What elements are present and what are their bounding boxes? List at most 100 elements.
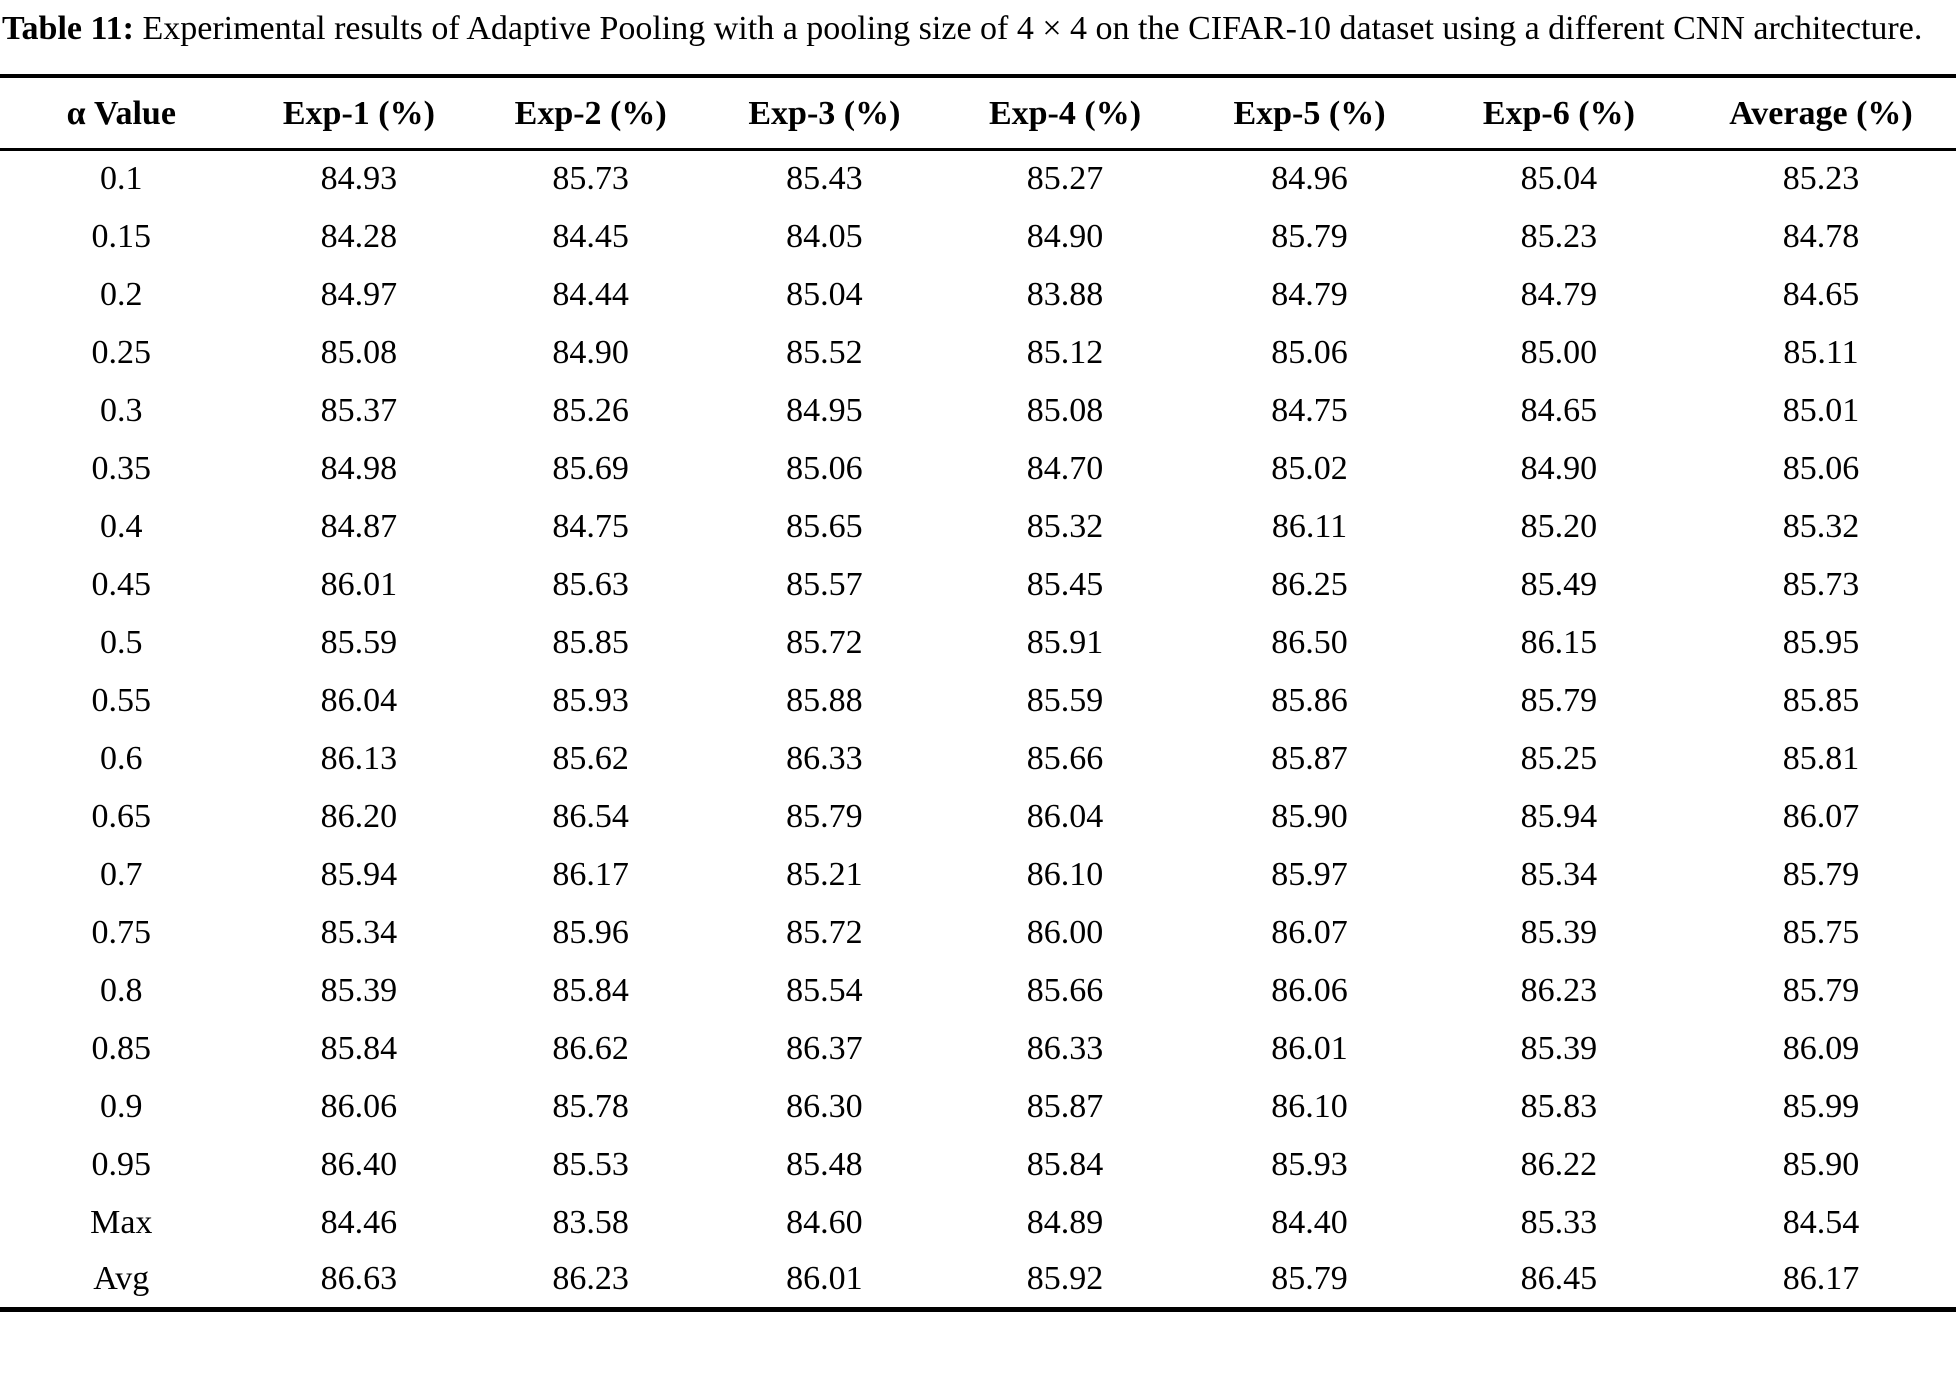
header-row: α Value Exp-1 (%) Exp-2 (%) Exp-3 (%) Ex…: [0, 76, 1956, 150]
alpha-value-cell: 0.95: [91, 1145, 152, 1183]
result-cell: 84.60: [786, 1203, 863, 1241]
result-cell: 84.44: [552, 275, 629, 313]
result-cell: 84.75: [1271, 391, 1348, 429]
result-cell: 85.49: [1520, 565, 1598, 603]
result-cell: 85.57: [786, 565, 863, 603]
result-cell: 86.06: [1271, 971, 1348, 1009]
result-cell: 85.00: [1520, 333, 1598, 371]
column-header-exp-6: Exp-6 (%): [1482, 95, 1635, 132]
result-cell: 86.62: [552, 1029, 629, 1067]
result-cell: 84.65: [1782, 275, 1860, 313]
table-caption-text: Experimental results of Adaptive Pooling…: [142, 10, 1923, 47]
result-cell: 85.69: [552, 449, 629, 487]
result-cell: 85.95: [1782, 623, 1860, 661]
result-cell: 86.45: [1520, 1260, 1598, 1298]
result-cell: 85.85: [1782, 681, 1860, 719]
result-cell: 84.90: [1520, 449, 1598, 487]
result-cell: 85.45: [1026, 565, 1104, 603]
result-cell: 86.63: [320, 1260, 398, 1298]
alpha-value-cell: 0.25: [91, 333, 152, 371]
alpha-value-cell: 0.7: [100, 855, 143, 893]
result-cell: 85.20: [1520, 507, 1598, 545]
result-cell: 85.87: [1026, 1087, 1104, 1125]
result-cell: 84.96: [1271, 160, 1348, 198]
table-row: 0.9 86.06 85.78 86.30 85.87 86.10 85.83 85.99: [0, 1078, 1956, 1136]
result-cell: 85.73: [1782, 565, 1860, 603]
result-cell: 84.78: [1782, 217, 1860, 255]
result-cell: 86.33: [786, 739, 863, 777]
table-body: 0.1 84.93 85.73 85.43 85.27 84.96 85.04 85.23 0.…: [0, 150, 1956, 1310]
result-cell: 85.93: [552, 681, 629, 719]
result-cell: 85.73: [552, 160, 629, 198]
result-cell: 86.04: [1026, 797, 1104, 835]
result-cell: 84.45: [552, 217, 629, 255]
result-cell: 85.86: [1271, 681, 1348, 719]
result-cell: 86.50: [1271, 623, 1348, 661]
result-cell: 85.84: [1026, 1145, 1104, 1183]
result-cell: 86.23: [1520, 971, 1598, 1009]
result-cell: 85.75: [1782, 913, 1860, 951]
result-cell: 86.10: [1271, 1087, 1348, 1125]
result-cell: 85.43: [786, 160, 863, 198]
column-header-exp-5: Exp-5 (%): [1233, 95, 1386, 132]
result-cell: 86.22: [1520, 1145, 1598, 1183]
result-cell: 85.06: [1271, 333, 1348, 371]
result-cell: 86.15: [1520, 623, 1598, 661]
result-cell: 85.23: [1520, 217, 1598, 255]
result-cell: 85.72: [786, 623, 863, 661]
table-row: 0.3 85.37 85.26 84.95 85.08 84.75 84.65 85.01: [0, 382, 1956, 440]
result-cell: 85.02: [1271, 449, 1348, 487]
table-row: Max 84.46 83.58 84.60 84.89 84.40 85.33 84.54: [0, 1194, 1956, 1252]
result-cell: 85.04: [786, 275, 863, 313]
result-cell: 85.34: [320, 913, 398, 951]
result-cell: 84.54: [1782, 1203, 1860, 1241]
table-row: 0.5 85.59 85.85 85.72 85.91 86.50 86.15 85.95: [0, 614, 1956, 672]
result-cell: 85.94: [320, 855, 398, 893]
result-cell: 85.94: [1520, 797, 1598, 835]
result-cell: 86.01: [320, 565, 398, 603]
result-cell: 86.37: [786, 1029, 863, 1067]
alpha-value-cell: Avg: [93, 1260, 150, 1298]
table-row: 0.65 86.20 86.54 85.79 86.04 85.90 85.94 86.07: [0, 788, 1956, 846]
result-cell: 85.54: [786, 971, 863, 1009]
result-cell: 84.79: [1271, 275, 1348, 313]
result-cell: 84.89: [1026, 1203, 1104, 1241]
result-cell: 84.93: [320, 160, 398, 198]
result-cell: 85.79: [1271, 1260, 1348, 1298]
alpha-value-cell: 0.9: [100, 1087, 143, 1125]
alpha-value-cell: 0.65: [91, 797, 152, 835]
result-cell: 85.27: [1026, 160, 1104, 198]
column-header-exp-1: Exp-1 (%): [282, 95, 435, 132]
alpha-value-cell: Max: [90, 1203, 153, 1241]
result-cell: 85.04: [1520, 160, 1598, 198]
result-cell: 85.25: [1520, 739, 1598, 777]
table-row: 0.45 86.01 85.63 85.57 85.45 86.25 85.49 85.73: [0, 556, 1956, 614]
result-cell: 85.88: [786, 681, 863, 719]
alpha-value-cell: 0.2: [100, 275, 143, 313]
result-cell: 85.37: [320, 391, 398, 429]
result-cell: 85.85: [552, 623, 629, 661]
alpha-value-cell: 0.4: [100, 507, 143, 545]
result-cell: 83.88: [1026, 275, 1104, 313]
result-cell: 85.59: [320, 623, 398, 661]
column-header-exp-3: Exp-3 (%): [748, 95, 901, 132]
result-cell: 86.17: [552, 855, 629, 893]
result-cell: 86.01: [786, 1260, 863, 1298]
column-header-average: Average (%): [1729, 95, 1913, 132]
table-row: 0.1 84.93 85.73 85.43 85.27 84.96 85.04 85.23: [0, 150, 1956, 208]
result-cell: 85.65: [786, 507, 863, 545]
result-cell: 85.63: [552, 565, 629, 603]
result-cell: 85.08: [320, 333, 398, 371]
result-cell: 84.05: [786, 217, 863, 255]
result-cell: 85.01: [1782, 391, 1860, 429]
result-cell: 85.08: [1026, 391, 1104, 429]
result-cell: 84.46: [320, 1203, 398, 1241]
result-cell: 86.20: [320, 797, 398, 835]
table-row: 0.2 84.97 84.44 85.04 83.88 84.79 84.79 84.65: [0, 266, 1956, 324]
table-row: 0.75 85.34 85.96 85.72 86.00 86.07 85.39 85.75: [0, 904, 1956, 962]
result-cell: 85.06: [1782, 449, 1860, 487]
result-cell: 85.78: [552, 1087, 629, 1125]
alpha-value-cell: 0.8: [100, 971, 143, 1009]
result-cell: 86.33: [1026, 1029, 1104, 1067]
